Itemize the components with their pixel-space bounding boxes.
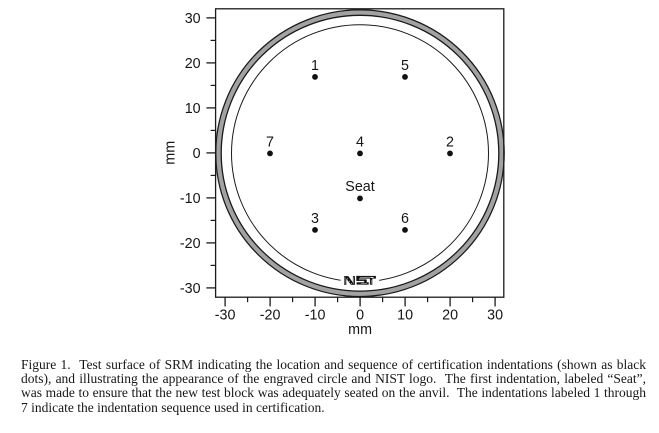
- svg-text:30: 30: [487, 308, 503, 324]
- svg-text:3: 3: [311, 211, 319, 227]
- svg-text:20: 20: [442, 308, 458, 324]
- svg-text:Seat: Seat: [345, 179, 374, 195]
- svg-text:6: 6: [401, 211, 409, 227]
- svg-text:4: 4: [356, 134, 364, 150]
- svg-text:-20: -20: [260, 308, 281, 324]
- svg-text:0: 0: [356, 308, 364, 324]
- svg-text:-30: -30: [215, 308, 236, 324]
- svg-text:10: 10: [397, 308, 413, 324]
- svg-text:-30: -30: [180, 281, 201, 297]
- svg-text:2: 2: [446, 134, 454, 150]
- svg-text:30: 30: [185, 11, 201, 27]
- svg-text:-10: -10: [305, 308, 326, 324]
- svg-text:mm: mm: [348, 322, 372, 338]
- svg-text:-10: -10: [180, 191, 201, 207]
- svg-text:20: 20: [185, 56, 201, 72]
- svg-text:5: 5: [401, 58, 409, 74]
- svg-text:7: 7: [266, 134, 274, 150]
- svg-text:0: 0: [193, 146, 201, 162]
- svg-text:-20: -20: [180, 236, 201, 252]
- svg-text:1: 1: [311, 58, 319, 74]
- svg-text:10: 10: [185, 101, 201, 117]
- svg-text:mm: mm: [163, 141, 179, 165]
